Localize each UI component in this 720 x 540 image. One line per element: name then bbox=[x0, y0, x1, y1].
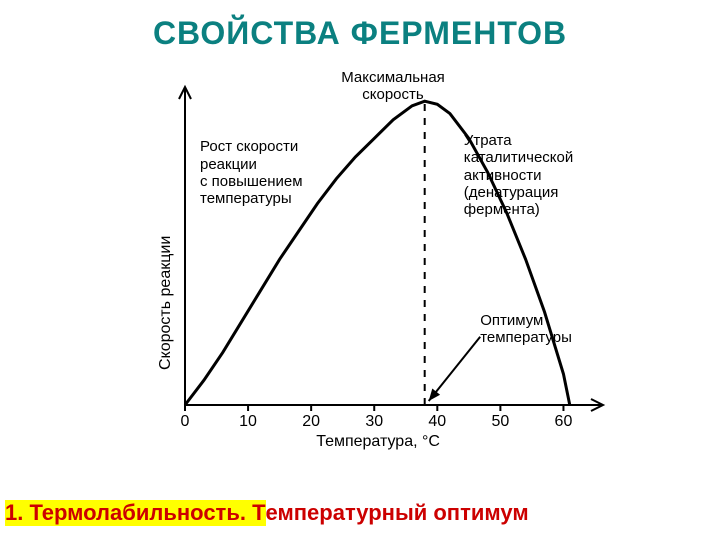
slide: СВОЙСТВА ФЕРМЕНТОВ bbox=[0, 0, 720, 540]
chart-container: Скорость реакции Температура, °С 0 10 20 30… bbox=[140, 75, 640, 455]
annotation-denaturation: Утратакаталитическойактивности(денатурац… bbox=[464, 132, 634, 218]
x-tick-label: 60 bbox=[548, 413, 578, 431]
caption-highlight: 1. Термолабильность. Т bbox=[5, 500, 266, 526]
x-axis-label: Температура, °С bbox=[316, 433, 440, 451]
caption-rest: емпературный оптимум bbox=[266, 500, 529, 525]
x-tick-label: 0 bbox=[170, 413, 200, 431]
x-tick-label: 30 bbox=[359, 413, 389, 431]
annotation-rising: Рост скоростиреакциис повышениемтемперат… bbox=[200, 138, 350, 207]
annotation-max-speed: Максимальнаяскорость bbox=[308, 69, 478, 104]
y-axis-label: Скорость реакции bbox=[157, 236, 175, 370]
x-tick-label: 50 bbox=[485, 413, 515, 431]
x-tick-label: 10 bbox=[233, 413, 263, 431]
x-tick-label: 20 bbox=[296, 413, 326, 431]
annotation-optimum: Оптимумтемпературы bbox=[480, 312, 620, 347]
caption: 1. Термолабильность. Температурный оптим… bbox=[0, 500, 720, 526]
optimum-arrow bbox=[429, 337, 481, 401]
x-tick-label: 40 bbox=[422, 413, 452, 431]
page-title: СВОЙСТВА ФЕРМЕНТОВ bbox=[0, 15, 720, 52]
